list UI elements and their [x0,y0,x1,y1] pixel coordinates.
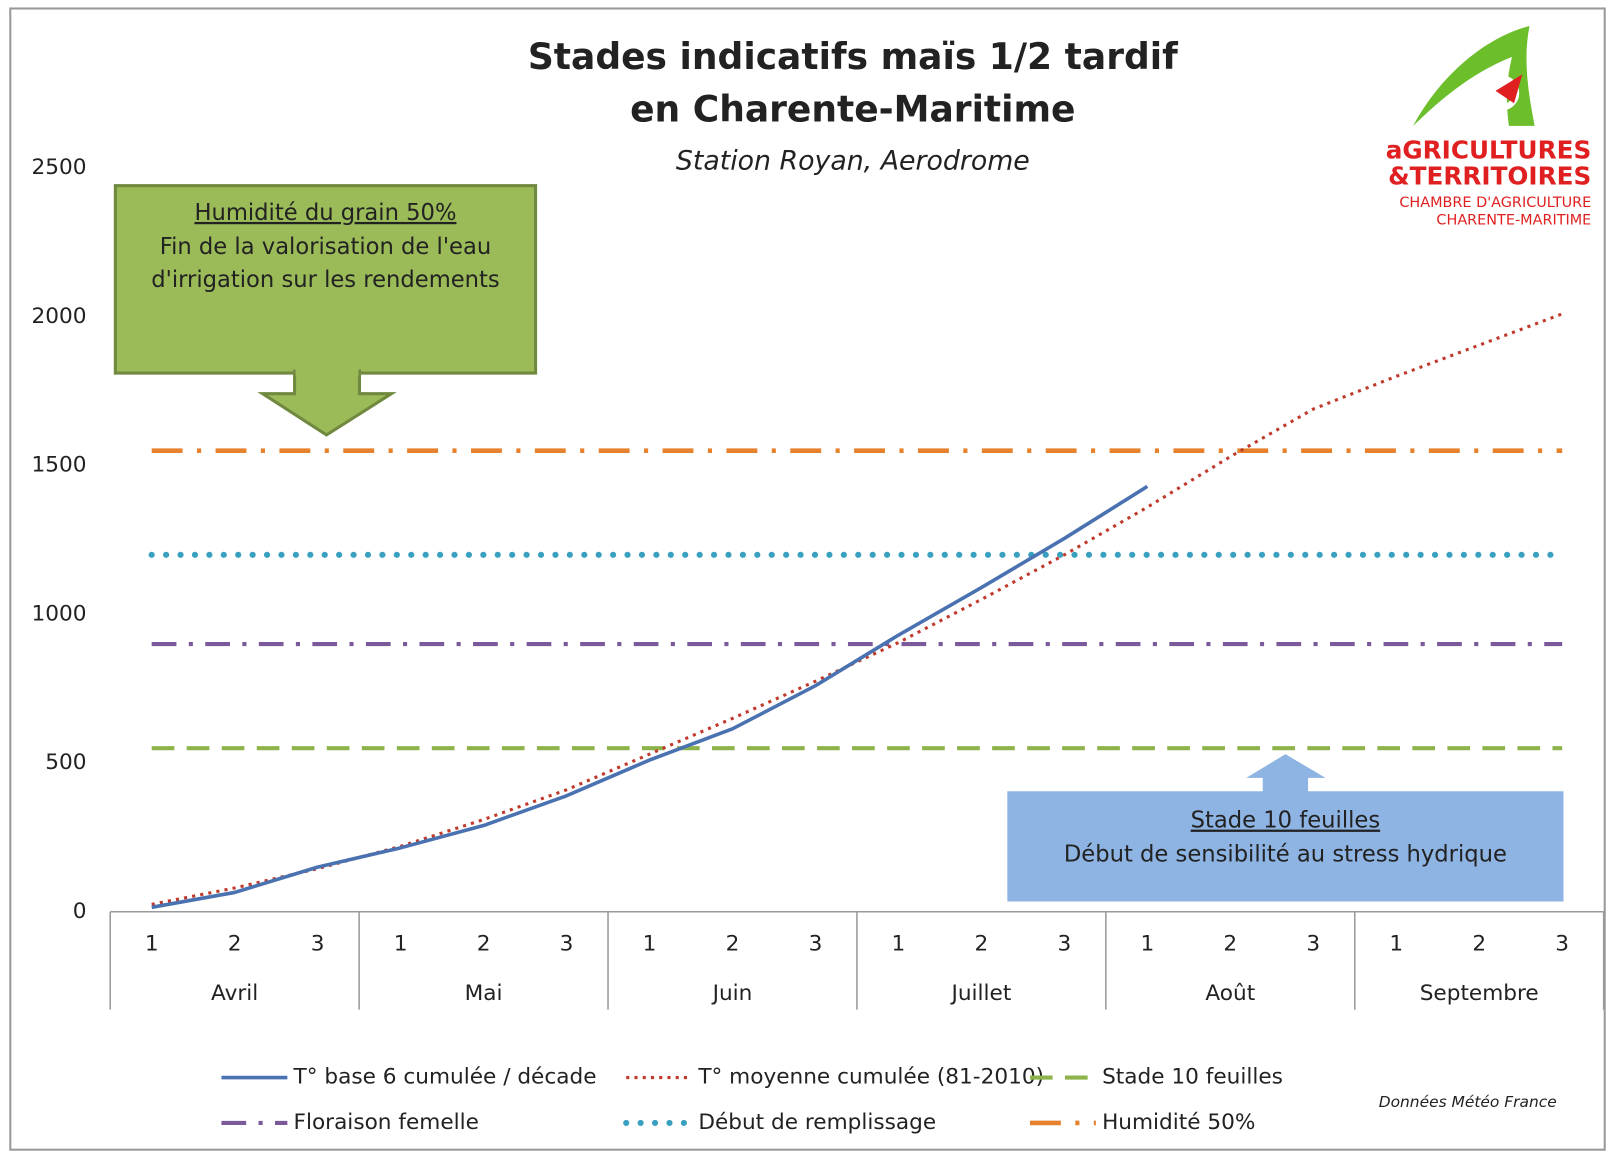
x-group-label: Juin [711,981,753,1006]
legend-label: Humidité 50% [1102,1110,1255,1135]
x-group-label: Juillet [949,981,1011,1006]
y-tick-label: 1000 [32,601,87,626]
x-group-label: Août [1205,981,1255,1006]
x-tick-label: 2 [228,932,242,957]
annotation-text: Début de sensibilité au stress hydrique [1064,842,1507,868]
source: Données Météo France [1379,1093,1557,1111]
annotation-arrow [257,369,397,437]
chart-title: en Charente-Maritime [630,89,1075,130]
x-tick-label: 1 [145,932,159,957]
y-tick-label: 2500 [32,155,87,180]
logo-text: CHARENTE-MARITIME [1436,213,1591,229]
logo-text: CHAMBRE D'AGRICULTURE [1399,195,1591,211]
legend-label: Début de remplissage [698,1110,936,1135]
y-tick-label: 500 [45,750,86,775]
x-group-label: Mai [465,981,503,1006]
plot: 0 500 1000 1500 2000 2500 Avril Mai Juin Juillet A… [32,155,1605,1010]
x-tick-label: 1 [394,932,408,957]
x-tick-label: 2 [477,932,491,957]
logo-mark [1413,25,1535,126]
legend-label: T° base 6 cumulée / décade [293,1065,597,1090]
annotation-arrow [1246,754,1326,794]
logo-text: &TERRITOIRES [1388,161,1591,190]
legend-label: Floraison femelle [294,1110,479,1135]
x-tick-label: 2 [975,932,989,957]
annotation-text: Humidité du grain 50% [194,200,456,226]
x-tick-label: 1 [892,932,906,957]
annotation-box [113,184,538,375]
x-tick-label: 1 [1389,932,1403,957]
x-tick-label: 3 [560,932,574,957]
x-tick-label: 3 [1555,932,1569,957]
y-tick-label: 0 [73,899,87,924]
frame [9,7,1606,1151]
logo-mark [1495,74,1523,104]
x-tick-label: 2 [1472,932,1486,957]
x-tick-label: 3 [809,932,823,957]
y-tick-label: 1500 [32,453,87,478]
annotation-text: Stade 10 feuilles [1191,808,1380,834]
y-tick-label: 2000 [32,304,87,329]
x-tick-label: 1 [1140,932,1154,957]
legend-label: T° moyenne cumulée (81-2010) [697,1065,1044,1090]
x-tick-label: 1 [643,932,657,957]
legend-label: Stade 10 feuilles [1102,1065,1283,1090]
series-line [151,484,1149,910]
annotation-green: Humidité du grain 50% Fin de la valorisa… [113,184,538,437]
logo: aGRICULTURES &TERRITOIRES CHAMBRE D'AGRI… [1386,25,1592,229]
x-tick-label: 2 [726,932,740,957]
x-group-label: Avril [211,981,258,1006]
x-group-label: Septembre [1420,981,1539,1006]
x-tick-label: 3 [1057,932,1071,957]
annotation-blue: Stade 10 feuilles Début de sensibilité a… [1007,754,1564,902]
annotation-joint [295,365,359,377]
x-tick-label: 3 [311,932,325,957]
chart-title: Stades indicatifs maïs 1/2 tardif [528,37,1178,78]
annotation-text: Fin de la valorisation de l'eau [160,234,491,260]
x-tick-label: 3 [1306,932,1320,957]
logo-text: aGRICULTURES [1386,136,1592,165]
annotation-box [1007,791,1564,902]
x-tick-label: 2 [1223,932,1237,957]
annotation-text: d'irrigation sur les rendements [151,267,499,293]
chart-subtitle: Station Royan, Aerodrome [676,145,1030,176]
legend: T° base 6 cumulée / décade T° moyenne cum… [221,1065,1283,1135]
